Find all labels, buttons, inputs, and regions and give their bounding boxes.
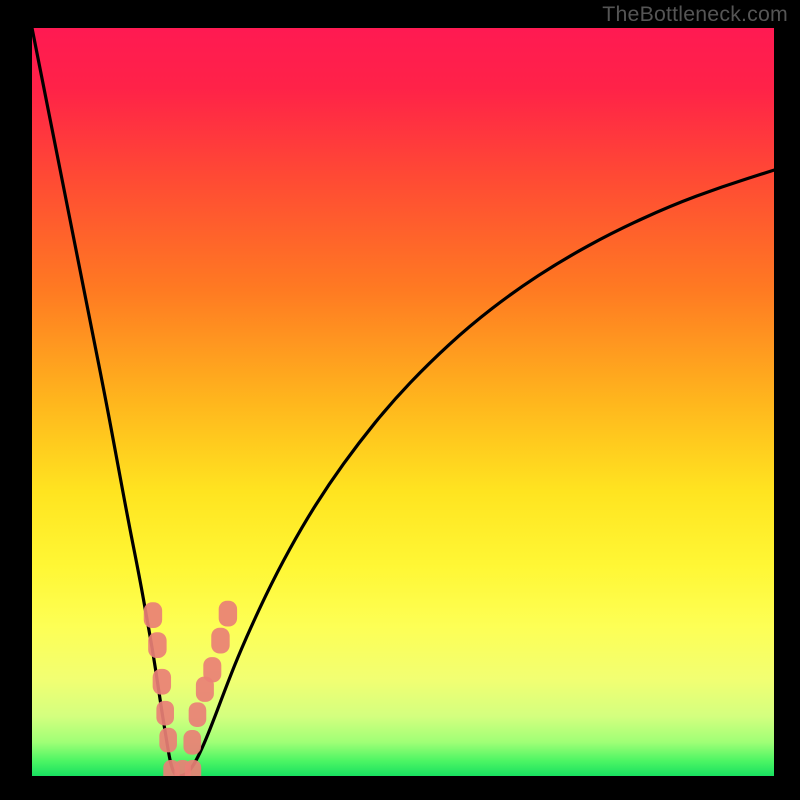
- curve-layer: [32, 28, 774, 776]
- watermark-text: TheBottleneck.com: [602, 2, 788, 27]
- data-marker: [185, 760, 201, 776]
- data-marker: [163, 760, 179, 776]
- data-marker: [203, 657, 221, 682]
- plot-area: [32, 28, 774, 776]
- data-marker: [189, 702, 207, 727]
- data-marker: [153, 669, 171, 695]
- data-marker: [159, 728, 177, 753]
- data-marker: [219, 601, 237, 627]
- data-marker: [211, 628, 229, 654]
- data-marker: [183, 730, 201, 755]
- stage: TheBottleneck.com: [0, 0, 800, 800]
- bottleneck-curve: [32, 28, 774, 776]
- data-marker: [148, 632, 166, 658]
- marker-group: [144, 601, 237, 776]
- data-marker: [144, 602, 162, 628]
- data-marker: [156, 701, 174, 726]
